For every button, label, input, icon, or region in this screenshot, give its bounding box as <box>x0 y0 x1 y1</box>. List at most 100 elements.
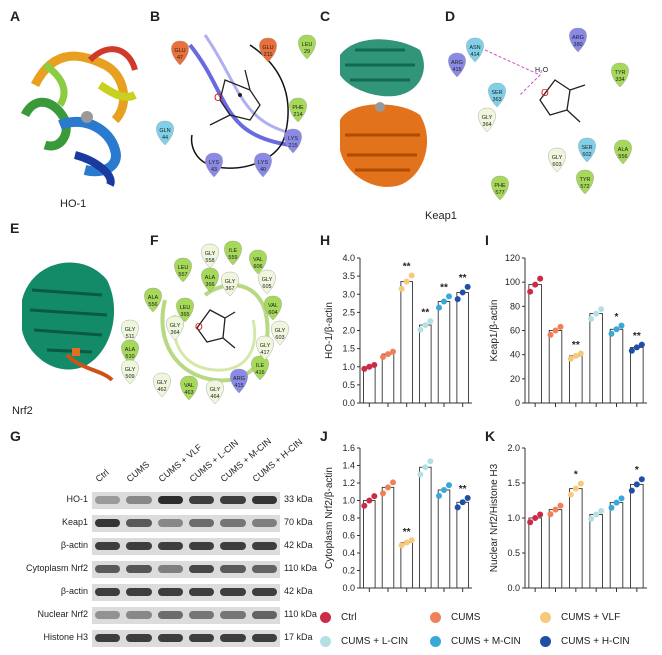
residue-name: PHE <box>494 183 506 189</box>
bar <box>400 281 413 404</box>
data-point <box>436 304 442 311</box>
blot-band <box>126 519 152 527</box>
residue-name: LYS <box>258 160 268 166</box>
blot-band <box>220 519 246 527</box>
residue-number: 40 <box>260 167 266 173</box>
residue-number: 363 <box>492 97 501 103</box>
blot-band <box>126 542 152 550</box>
bar <box>456 501 469 589</box>
chart-cytoplasm-nrf2: 0.0 0.2 0.4 0.6 0.8 1.0 1.2 1.4 1.6 Cytoplasm Nrf… <box>324 443 472 593</box>
data-point <box>552 327 559 334</box>
panel-label-d: D <box>445 8 456 24</box>
blot-kda-label: 110 kDa <box>284 609 317 619</box>
blot-row-label: HO-1 <box>66 494 88 504</box>
data-point <box>459 289 466 296</box>
blot-band <box>220 565 246 573</box>
blot-row: HO-1 33 kDa <box>66 492 313 509</box>
y-tick-label: 3.5 <box>342 271 355 281</box>
significance-mark: ** <box>459 273 467 284</box>
blot-band <box>157 542 183 550</box>
residue-number: 366 <box>205 282 214 288</box>
blot-band <box>189 634 215 642</box>
residue-name: LYS <box>209 160 219 166</box>
legend-item: CUMS + L-CIN <box>320 636 408 647</box>
caption-nrf2: Nrf2 <box>12 405 33 417</box>
residue-number: 603 <box>275 335 284 341</box>
residue-number: 365 <box>180 312 189 318</box>
legend-item: CUMS <box>430 612 480 623</box>
bar <box>569 488 583 589</box>
residue-number: 364 <box>482 122 491 128</box>
data-point <box>527 288 534 295</box>
data-point <box>552 506 559 513</box>
blot-kda-label: 42 kDa <box>284 586 313 596</box>
blot-kda-label: 110 kDa <box>284 563 317 573</box>
y-tick-label: 2.0 <box>507 443 520 453</box>
significance-mark: ** <box>421 307 429 318</box>
y-tick-label: 80 <box>510 301 520 311</box>
panel-label-e: E <box>10 220 20 236</box>
residue-name: LYS <box>288 136 298 142</box>
legend-dot <box>320 636 331 647</box>
y-tick-label: 0.5 <box>507 548 520 558</box>
residue-number: 215 <box>288 143 297 149</box>
residue-name: GLN <box>159 128 170 134</box>
blot-row: Nuclear Nrf2 110 kDa <box>37 607 317 624</box>
data-point <box>638 476 645 483</box>
legend-dot <box>540 612 551 623</box>
data-point <box>403 539 410 546</box>
blot-band <box>157 565 183 573</box>
data-point <box>547 331 554 338</box>
chart-nuclear-nrf2: 0.0 0.5 1.0 1.5 2.0 Nuclear Nrf2/Histone H3 * * <box>489 443 647 593</box>
residue-name: GLY <box>205 251 216 257</box>
western-blot: Ctrl CUMS CUMS + VLF CUMS + L-CIN CUMS + M-C… <box>10 436 317 650</box>
data-point <box>547 511 554 518</box>
data-point <box>532 515 539 521</box>
residue-name: LEU <box>180 305 191 311</box>
residue-name: ALA <box>125 347 136 353</box>
residue-number: 334 <box>615 77 624 83</box>
chart-ho1: 0.0 0.5 1.0 1.5 2.0 2.5 3.0 3.5 4.0 HO-1/β-actin *… <box>324 253 472 408</box>
residue-name: GLY <box>260 343 271 349</box>
protein-structure-nrf2 <box>22 262 115 382</box>
blot-band <box>251 519 277 527</box>
data-point <box>403 278 410 285</box>
y-tick-label: 0.0 <box>342 583 355 593</box>
data-point <box>385 351 391 358</box>
data-point <box>464 494 471 501</box>
blot-kda-label: 42 kDa <box>284 540 313 550</box>
data-point <box>380 353 386 360</box>
y-tick-label: 1.0 <box>342 362 355 372</box>
data-point <box>371 361 378 368</box>
caption-ho1: HO-1 <box>60 198 87 210</box>
residue-number: 558 <box>205 258 214 264</box>
residue-name: ILE <box>256 363 265 369</box>
blot-band <box>251 542 277 550</box>
legend-dot <box>430 612 441 623</box>
data-point <box>408 272 415 279</box>
blot-kda-label: 33 kDa <box>284 494 313 504</box>
blot-row-label: β-actin <box>60 586 88 596</box>
panel-label-b: B <box>150 8 161 24</box>
residue-name: VAL <box>184 383 194 389</box>
blot-band <box>126 611 152 619</box>
residue-name: ARG <box>451 60 463 66</box>
blot-band <box>251 565 277 573</box>
blot-band <box>95 519 121 527</box>
residue-number: 510 <box>125 354 134 360</box>
